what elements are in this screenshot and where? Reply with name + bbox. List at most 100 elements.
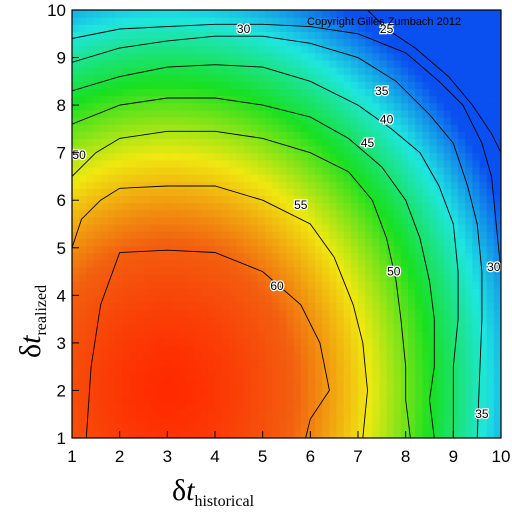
heat-cell [300, 138, 309, 147]
x-axis-label-var: t [186, 474, 195, 507]
heat-cell [150, 380, 159, 389]
heat-cell [172, 52, 180, 61]
heat-cell [408, 231, 416, 239]
heat-cell [358, 395, 366, 403]
heat-cell [129, 331, 137, 339]
heat-cell [415, 152, 423, 161]
heat-cell [72, 252, 80, 261]
heat-cell [343, 409, 352, 418]
heat-cell [215, 152, 223, 161]
heat-cell [415, 209, 423, 218]
heat-cell [136, 124, 145, 132]
heat-cell [136, 352, 145, 361]
heat-cell [307, 423, 316, 432]
heat-cell [193, 10, 202, 18]
heat-cell [479, 423, 488, 432]
heat-cell [157, 45, 166, 54]
heat-cell [122, 231, 130, 239]
heat-cell [365, 81, 373, 90]
heat-cell [279, 159, 288, 168]
heat-cell [472, 224, 481, 232]
heat-cell [465, 24, 473, 32]
heat-cell [322, 245, 330, 254]
heat-cell [350, 295, 359, 304]
heat-cell [386, 273, 395, 282]
heat-cell [207, 245, 216, 254]
heat-cell [243, 138, 252, 147]
heat-cell [422, 373, 431, 382]
heat-cell [307, 252, 316, 261]
heat-cell [143, 238, 152, 246]
heat-cell [172, 31, 180, 40]
heat-cell [300, 373, 309, 382]
heat-cell [372, 67, 381, 75]
heat-cell [372, 338, 381, 346]
heat-cell [372, 124, 381, 132]
heat-cell [286, 416, 295, 425]
heat-cell [229, 109, 238, 118]
heat-cell [129, 52, 137, 61]
heat-cell [164, 202, 173, 211]
heat-cell [415, 245, 423, 254]
heat-cell [186, 302, 195, 311]
heat-cell [436, 67, 445, 75]
heat-cell [129, 17, 137, 25]
heat-cell [193, 316, 202, 325]
heat-cell [179, 174, 187, 182]
heat-cell [143, 202, 152, 211]
heat-cell [265, 10, 273, 18]
heat-cell [358, 209, 366, 218]
heat-cell [150, 10, 159, 18]
heat-cell [86, 302, 95, 311]
heat-cell [229, 188, 238, 197]
heat-cell [150, 295, 159, 304]
heat-cell [465, 388, 473, 396]
heat-cell [243, 423, 252, 432]
heat-cell [300, 430, 309, 438]
heat-cell [493, 24, 501, 32]
heat-cell [129, 259, 137, 268]
heat-cell [229, 323, 238, 332]
heat-cell [236, 152, 245, 161]
heat-cell [343, 323, 352, 332]
heat-cell [286, 323, 295, 332]
heat-cell [429, 302, 438, 311]
heat-cell [322, 423, 330, 432]
heat-cell [150, 331, 159, 339]
heat-cell [272, 95, 280, 104]
contour-line-35 [72, 35, 483, 438]
heat-cell [193, 195, 202, 204]
heat-cell [393, 316, 402, 325]
heat-cell [122, 124, 130, 132]
heat-cell [243, 259, 252, 268]
heat-cell [372, 323, 381, 332]
heat-cell [179, 402, 187, 411]
heat-cell [336, 430, 345, 438]
heat-cell [400, 95, 409, 104]
heat-cell [372, 366, 381, 375]
heat-cell [186, 409, 195, 418]
heat-cell [272, 109, 280, 118]
heat-cell [450, 388, 459, 396]
heat-cell [79, 259, 87, 268]
heat-cell [229, 281, 238, 289]
heat-cell [429, 67, 438, 75]
heat-cell [415, 52, 423, 61]
heat-cell [164, 316, 173, 325]
x-axis-label-sub: historical [194, 493, 254, 510]
heat-cell [315, 366, 323, 375]
heat-cell [122, 366, 130, 375]
heat-cell [250, 224, 259, 232]
heat-cell [172, 231, 180, 239]
heat-cell [172, 109, 180, 118]
heat-cell [408, 24, 416, 32]
heat-cell [222, 195, 230, 204]
heat-cell [79, 124, 87, 132]
heat-cell [415, 338, 423, 346]
heat-cell [458, 52, 466, 61]
heat-cell [143, 138, 152, 147]
heat-cell [186, 181, 195, 189]
heat-cell [257, 216, 266, 225]
heat-cell [422, 430, 431, 438]
heat-cell [350, 159, 359, 168]
